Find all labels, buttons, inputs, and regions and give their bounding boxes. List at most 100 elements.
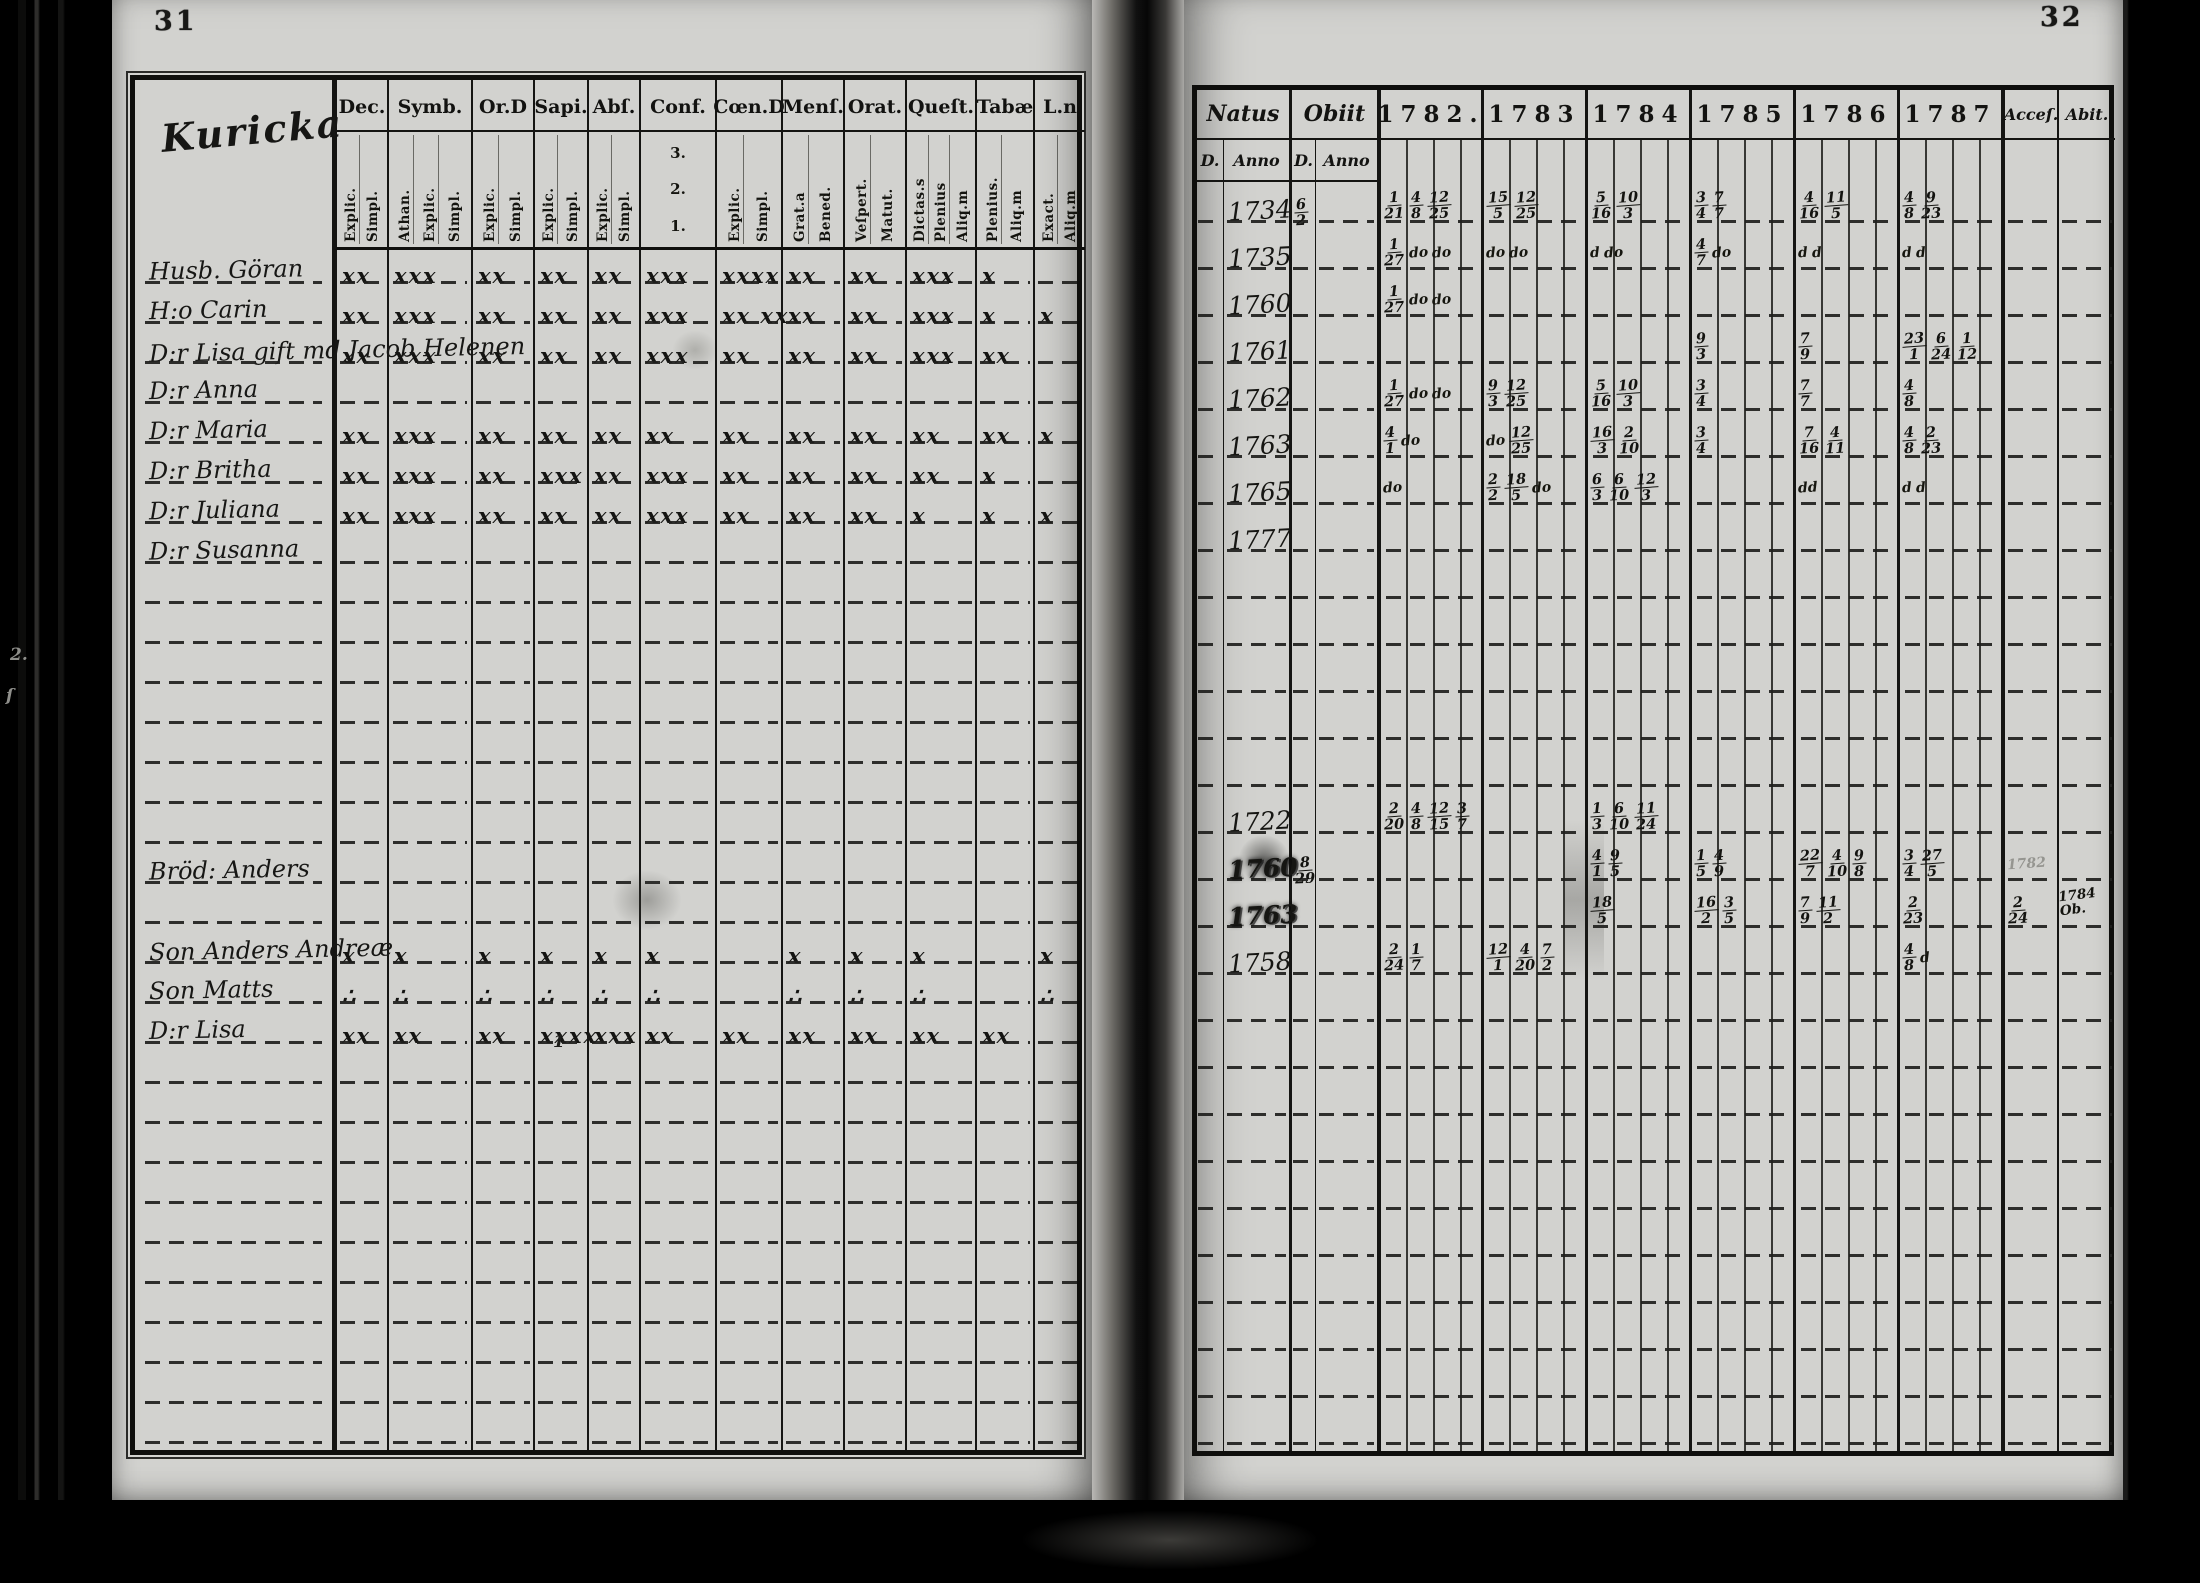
date-entry: 1 27: [1383, 235, 1405, 270]
communion-dates: 9 3 12 25: [1484, 370, 1585, 417]
abit-cell: [2057, 276, 2115, 323]
natus-year-cell: 1760: [1223, 276, 1292, 323]
header-year-1785: 1785: [1689, 90, 1793, 140]
mark-cell: [715, 690, 781, 730]
communion-dates: 5 16 10 3: [1588, 370, 1689, 417]
natus-day-cell: [1197, 1169, 1223, 1216]
abit-cell: [2057, 1357, 2115, 1404]
accessit-cell: [2001, 558, 2057, 605]
mark-cell: [387, 1170, 471, 1210]
communion-dates: 7 16 4 11: [1796, 417, 1897, 464]
mark-cell: [387, 770, 471, 810]
mark-cell: [387, 610, 471, 650]
mark-cell: x: [533, 930, 587, 970]
mark-cell: x: [639, 930, 715, 970]
communion-cell-1787: [1897, 558, 2001, 605]
date-entry: 4 11: [1824, 423, 1846, 458]
column-subheader-label: Athan.: [397, 135, 414, 244]
mark-cell: [781, 1130, 843, 1170]
mark-cell: xx: [781, 410, 843, 450]
mark-cell: [781, 770, 843, 810]
natus-year-cell: [1223, 1122, 1289, 1169]
communion-cell-1786: [1793, 511, 1897, 558]
communion-dates: d do: [1588, 229, 1689, 276]
communion-cell-1784: 1 3 6 10 11 24: [1585, 793, 1689, 840]
communion-cell-1787: 4 8 2 23: [1897, 417, 2001, 464]
communion-dates: do 12 25: [1484, 417, 1585, 464]
mark-cell: [639, 530, 715, 570]
header-abit: Abit.: [2057, 90, 2115, 140]
date-entry: 2 24: [2007, 893, 2029, 928]
abit-cell: [2057, 981, 2115, 1028]
year-subcolumns: [1481, 140, 1585, 182]
natus-day-cell: [1197, 887, 1223, 934]
communion-cell-1786: [1793, 1357, 1897, 1404]
obiit-year-cell: [1315, 1169, 1377, 1216]
communion-dates: 2 2 18 5 do: [1484, 464, 1585, 511]
examination-marks: xx: [594, 303, 624, 328]
communion-cell-1783: [1481, 793, 1585, 840]
communion-cell-1786: [1793, 558, 1897, 605]
communion-cell-1784: 5 16 10 3: [1585, 370, 1689, 417]
column-subheader-label: Explic.: [342, 135, 360, 244]
communion-cell-1784: [1585, 1404, 1689, 1451]
communion-cell-1785: 16 2 3 5: [1689, 887, 1793, 934]
mark-cell: xx: [843, 410, 905, 450]
ditto-entry: d: [1919, 949, 1931, 966]
ditto-entry: do: [1431, 384, 1453, 403]
mark-cell: [387, 1050, 471, 1090]
communion-cell-1787: [1897, 1028, 2001, 1075]
communion-dates: 1 27 do do: [1381, 276, 1481, 323]
mark-cell: [335, 650, 387, 690]
mark-cell: [905, 1210, 975, 1250]
examination-marks: x: [540, 943, 555, 968]
mark-cell: [335, 890, 387, 930]
abit-cell: [2057, 558, 2115, 605]
column-subheader: Explic. Simpl.: [335, 132, 387, 250]
mark-cell: [387, 810, 471, 850]
birth-year: 1763: [1227, 429, 1293, 462]
mark-cell: [471, 1170, 533, 1210]
mark-cell: [387, 1210, 471, 1250]
examination-marks: xx: [788, 463, 818, 488]
mark-cell: [781, 730, 843, 770]
mark-cell: [905, 570, 975, 610]
communion-cell-1783: [1481, 1310, 1585, 1357]
abit-cell: [2057, 1404, 2115, 1451]
mark-cell: xx: [533, 330, 587, 370]
communion-cell-1787: [1897, 1075, 2001, 1122]
abit-cell: [2057, 840, 2115, 887]
obiit-day-cell: [1289, 1404, 1315, 1451]
mark-cell: xxx: [639, 330, 715, 370]
mark-cell: [715, 530, 781, 570]
ditto-entry: do: [1408, 243, 1429, 262]
mark-cell: [533, 730, 587, 770]
abit-cell: [2057, 511, 2115, 558]
communion-cell-1787: [1897, 511, 2001, 558]
mark-cell: [843, 1250, 905, 1290]
mark-cell: xxx: [533, 450, 587, 490]
mark-cell: [587, 370, 639, 410]
person-name-cell: [135, 890, 335, 930]
communion-cell-1787: [1897, 1169, 2001, 1216]
mark-cell: x: [387, 930, 471, 970]
communion-dates: 1 3 6 10 11 24: [1588, 793, 1689, 840]
person-name-cell: Son Matts: [135, 970, 335, 1010]
examination-marks: xx: [788, 263, 818, 288]
mark-cell: [471, 890, 533, 930]
ditto-entry: do: [1408, 290, 1429, 309]
obiit-year-cell: [1315, 1216, 1377, 1263]
communion-cell-1784: [1585, 1263, 1689, 1310]
communion-cell-1786: 7 9 11 2: [1793, 887, 1897, 934]
examination-marks: xx: [912, 423, 942, 448]
mark-cell: [715, 1210, 781, 1250]
left-page: 31 Kuricka Dec. Explic. Simpl. Symb. Athan. Ex…: [112, 0, 1092, 1500]
abit-cell: [2057, 464, 2115, 511]
column-header-ord: Or.D: [471, 80, 533, 132]
